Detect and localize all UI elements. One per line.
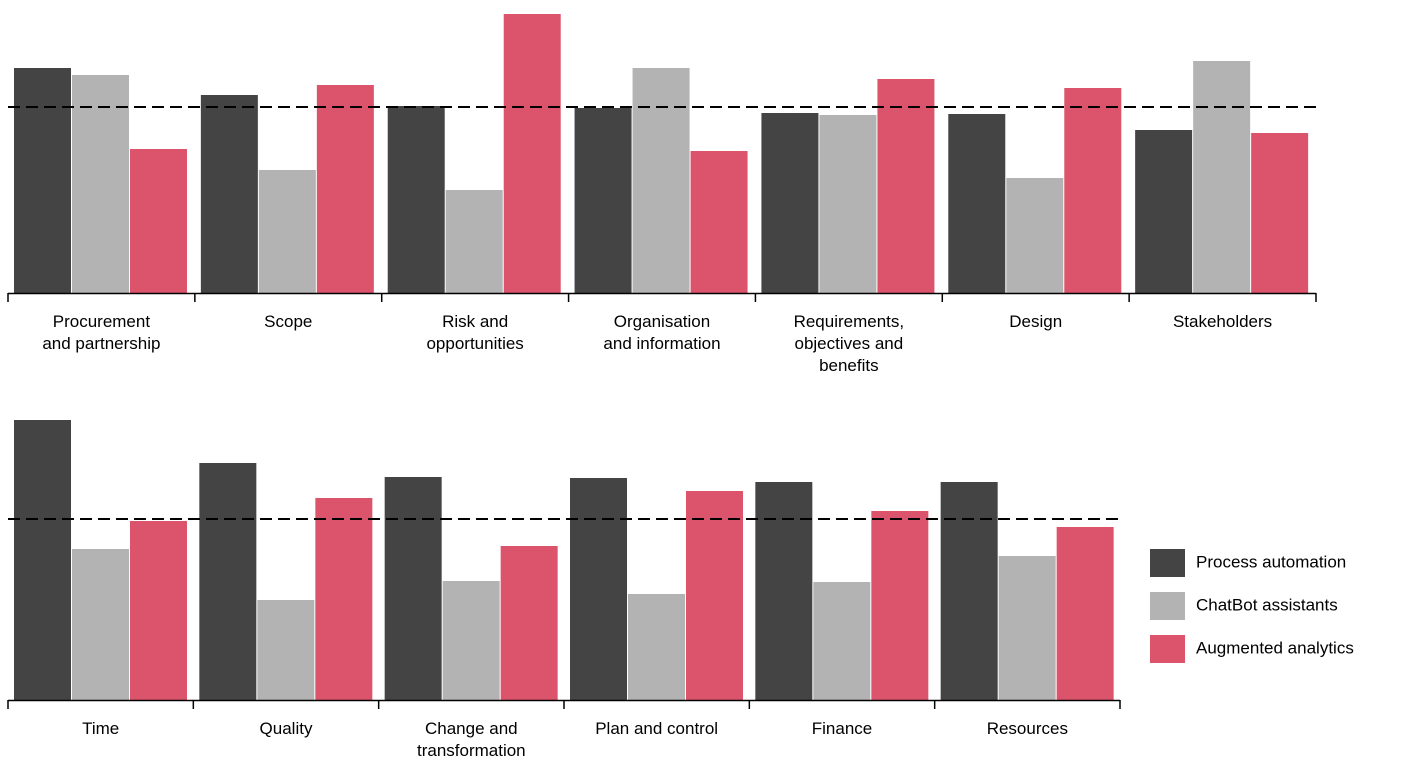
bar (14, 420, 71, 700)
bar (1056, 527, 1114, 700)
x-tick-label: Quality (259, 719, 313, 738)
legend-label: Augmented analytics (1196, 638, 1354, 657)
bar (199, 463, 257, 700)
bar (690, 151, 748, 293)
bar (72, 75, 129, 293)
bar (445, 190, 503, 293)
x-tick-label: Design (1009, 312, 1063, 331)
bar (1135, 130, 1193, 293)
legend-swatch (1150, 592, 1185, 620)
bar (1006, 178, 1064, 293)
bar (574, 108, 632, 293)
bar (200, 95, 258, 293)
x-tick-label: Risk and opportunities (426, 312, 524, 353)
bar (257, 600, 315, 700)
bar (1251, 133, 1309, 293)
bar (570, 478, 627, 700)
bar (813, 582, 871, 700)
bar (500, 546, 558, 700)
x-tick-label: Change and transformation (416, 719, 526, 760)
x-tick-label: Stakeholders (1172, 312, 1273, 331)
bar (130, 149, 187, 293)
bar (686, 491, 743, 700)
x-tick-label: Scope (264, 312, 313, 331)
bar (948, 114, 1006, 293)
bar (871, 511, 929, 700)
bar (761, 113, 819, 293)
bar (819, 115, 877, 293)
bar (14, 68, 71, 293)
bar (1064, 88, 1122, 293)
bar (503, 14, 561, 293)
bar (940, 482, 998, 700)
x-tick-label: Finance (811, 719, 873, 738)
legend-label: Process automation (1196, 552, 1346, 571)
bar (998, 556, 1056, 700)
x-tick-label: Organisation and information (603, 312, 721, 353)
bar (258, 170, 316, 293)
bar (316, 85, 374, 293)
bar (628, 594, 685, 700)
bar (72, 549, 129, 700)
x-tick-label: Resources (986, 719, 1068, 738)
x-tick-label: Plan and control (595, 719, 719, 738)
x-tick-label: Time (82, 719, 120, 738)
bar (632, 68, 690, 293)
bar (442, 581, 500, 700)
bar (877, 79, 935, 293)
legend-label: ChatBot assistants (1196, 595, 1338, 614)
legend-swatch (1150, 635, 1185, 663)
legend-swatch (1150, 549, 1185, 577)
bar (315, 498, 373, 700)
x-tick-label: Procurement and partnership (42, 312, 161, 353)
bar (384, 477, 442, 700)
bar (387, 106, 445, 293)
bar (1193, 61, 1251, 293)
bar (130, 521, 187, 700)
x-tick-label: Requirements, objectives and benefits (793, 312, 905, 375)
bar (755, 482, 813, 700)
